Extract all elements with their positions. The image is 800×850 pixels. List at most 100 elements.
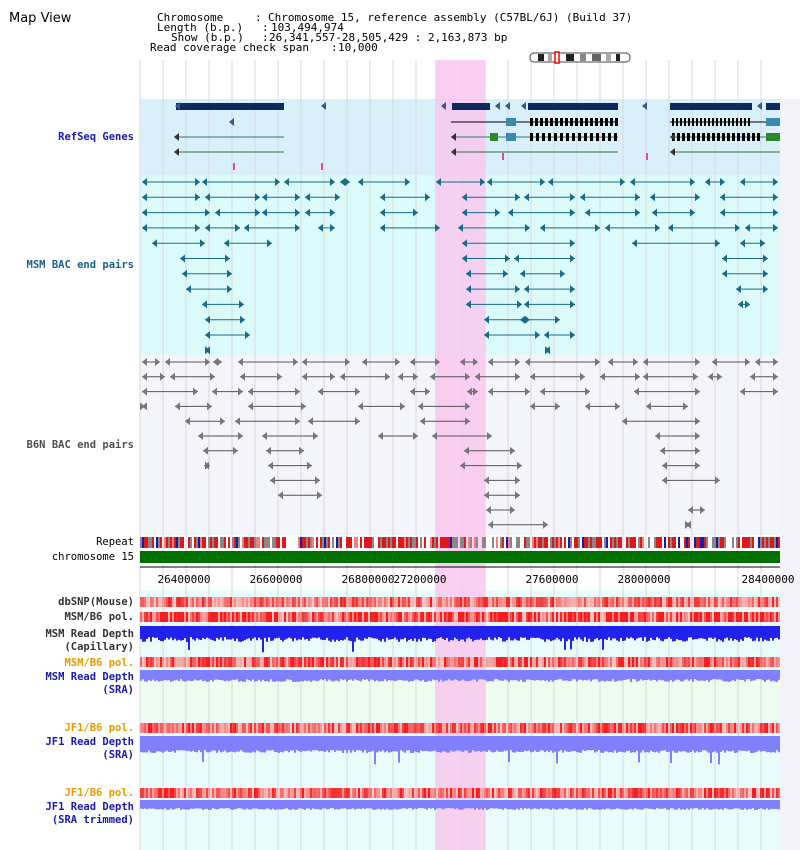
gene-arrow (505, 102, 510, 110)
bac-end (460, 358, 465, 366)
msm-b6-pol-strip (154, 657, 156, 667)
jf1-depth-sra-bar (188, 736, 190, 751)
jf1-b6-pol-strip (616, 788, 618, 798)
bac-end (632, 239, 637, 248)
jf1-depth-trimmed-bar (312, 800, 314, 809)
msm-depth-capillary-bar (196, 626, 198, 639)
jf1-b6-pol-strip (484, 788, 486, 798)
msm-b6-pol-strip (394, 612, 396, 622)
msm-depth-sra-bar (714, 670, 716, 680)
jf1-b6-pol-strip (556, 723, 558, 733)
jf1-depth-trimmed-bar (580, 800, 582, 810)
msm-depth-sra-bar (674, 670, 676, 681)
repeat-element (194, 537, 196, 548)
jf1-depth-sra-bar (262, 736, 264, 753)
msm-b6-pol-strip (470, 612, 472, 622)
msm-b6-pol-strip (362, 657, 364, 667)
exon (680, 118, 682, 126)
jf1-b6-pol-strip (506, 723, 508, 733)
jf1-depth-trimmed-bar (284, 800, 286, 809)
msm-b6-pol-strip (526, 612, 528, 622)
msm-b6-pol-strip (540, 657, 542, 667)
axis-tick-label: 28000000 (618, 573, 671, 586)
jf1-b6-pol-strip (650, 788, 652, 798)
jf1-depth-sra-bar (370, 736, 372, 752)
msm-b6-pol-strip (240, 612, 242, 622)
jf1-depth-sra-bar (328, 736, 330, 753)
msm-b6-pol-strip (628, 612, 630, 622)
msm-depth-sra-bar (422, 670, 424, 680)
msm-b6-pol-strip (750, 657, 752, 667)
jf1-b6-pol-strip (666, 723, 668, 733)
jf1-b6-pol-strip (240, 723, 242, 733)
repeat-element (706, 537, 708, 548)
chromosome-ideogram[interactable] (529, 51, 631, 64)
msm-depth-capillary-bar (182, 626, 184, 641)
msm-b6-pol-strip (618, 657, 620, 667)
msm-depth-sra-bar (686, 670, 688, 680)
msm-b6-pol-strip (668, 657, 670, 667)
dbsnp-strip (386, 597, 388, 607)
msm-b6-pol-strip (580, 657, 582, 667)
jf1-b6-pol-strip (506, 788, 508, 798)
jf1-b6-pol-strip (514, 788, 516, 798)
msm-depth-capillary-bar (270, 626, 272, 641)
msm-b6-pol-strip (298, 612, 300, 622)
jf1-b6-pol-strip (292, 723, 294, 733)
bac-end (695, 446, 700, 455)
jf1-depth-sra-bar (298, 736, 300, 752)
msm-b6-pol-strip (228, 612, 230, 622)
msm-depth-capillary-bar (382, 626, 384, 640)
msm-b6-pol-strip (700, 612, 702, 622)
jf1-depth-trimmed-bar (332, 800, 334, 809)
jf1-depth-trimmed-bar (460, 800, 462, 810)
jf1-b6-pol-strip (448, 723, 450, 733)
jf1-depth-sra-bar (286, 736, 288, 751)
jf1-b6-pol-strip (420, 723, 422, 733)
dbsnp-strip (302, 597, 304, 607)
dbsnp-strip (768, 597, 770, 607)
msm-depth-capillary-bar (476, 626, 478, 640)
jf1-b6-pol-strip (180, 788, 182, 798)
msm-b6-pol-strip (496, 612, 498, 622)
msm-depth-sra-bar (178, 670, 180, 682)
msm-b6-pol-strip (396, 657, 398, 667)
jf1-b6-pol-strip (230, 788, 232, 798)
jf1-depth-trimmed-bar (480, 800, 482, 809)
repeat-element (772, 537, 774, 548)
dbsnp-strip (228, 597, 230, 607)
jf1-b6-pol-strip (298, 723, 300, 733)
bac-end (410, 358, 415, 366)
jf1-b6-pol-strip (190, 723, 192, 733)
msm-depth-sra-bar (526, 670, 528, 680)
msm-depth-sra-bar (398, 670, 400, 680)
msm-depth-sra-bar (366, 670, 368, 680)
msm-depth-sra-bar (478, 670, 480, 680)
msm-depth-sra-bar (230, 670, 232, 681)
repeat-element (320, 537, 322, 548)
gene-mark (646, 153, 648, 160)
jf1-depth-trimmed-bar (250, 800, 252, 810)
jf1-b6-pol-strip (386, 788, 388, 798)
dbsnp-strip (616, 597, 618, 607)
jf1-b6-pol-strip (256, 788, 258, 798)
jf1-b6-pol-strip (550, 723, 552, 733)
dbsnp-strip (564, 597, 566, 607)
msm-b6-pol-strip (694, 657, 696, 667)
jf1-depth-sra-bar (352, 736, 354, 751)
jf1-depth-trimmed-bar (742, 800, 744, 810)
jf1-depth-trimmed-bar (410, 800, 412, 809)
gene-block (452, 103, 490, 110)
msm-b6-pol-strip (542, 657, 544, 667)
jf1-b6-pol-strip (734, 788, 736, 798)
msm-depth-capillary-bar (252, 626, 254, 639)
jf1-depth-sra-bar (446, 736, 448, 753)
jf1-depth-trimmed-bar (722, 800, 724, 810)
jf1-depth-sra-bar (554, 736, 556, 752)
jf1-b6-pol-strip (560, 788, 562, 798)
msm-depth-capillary-bar (376, 626, 378, 639)
msm-b6-pol-strip (436, 612, 438, 622)
gene-arrow (451, 133, 456, 141)
bac-end (620, 178, 625, 186)
